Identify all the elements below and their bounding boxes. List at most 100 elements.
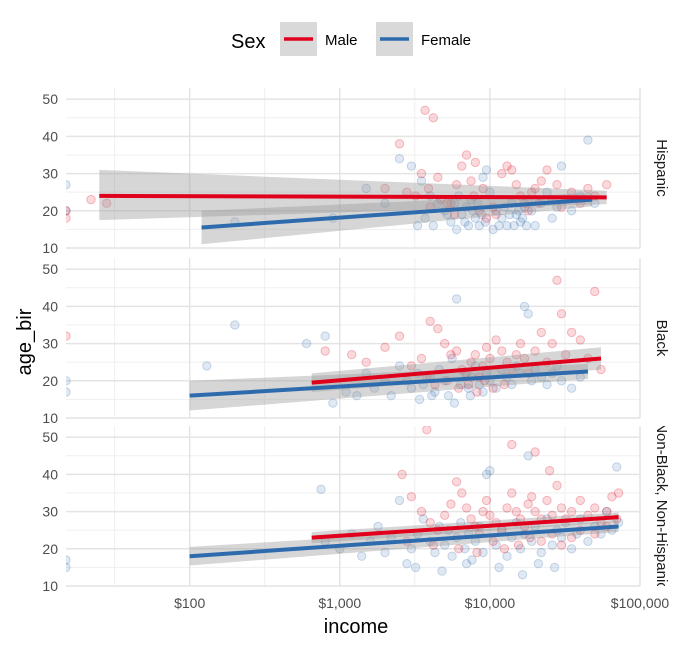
data-point-female [402,559,412,569]
data-point-male [552,275,562,285]
y-tick-label: 20 [42,373,58,389]
data-point-male [406,361,417,371]
data-point-female [430,387,440,397]
data-point-female [428,221,438,231]
data-point-female [556,532,567,543]
data-point-male [433,324,443,334]
data-point-female [566,544,577,554]
data-point-male [361,357,371,367]
data-point-male [442,198,452,209]
y-tick-label: 50 [42,429,58,445]
data-point-female [602,506,612,517]
data-point-female [357,551,367,561]
female-trend-line [189,369,589,398]
data-point-female [491,383,501,393]
data-point-female [66,562,71,573]
female-trend-line [189,524,619,559]
data-point-female [66,555,71,565]
data-point-male [542,495,552,506]
data-point-female [394,361,405,371]
data-point-female [494,562,504,573]
data-point-male [513,540,524,550]
data-point-female [491,540,501,550]
data-point-female [474,379,484,390]
data-point-male [454,383,464,393]
x-tick-label: $100,000 [611,595,670,611]
y-tick-label: 20 [42,203,58,219]
data-point-male [485,510,495,520]
data-point-female [447,353,457,364]
data-point-female [476,209,487,220]
facet-panel: 10 20 30 40 50 Hispanic [42,88,670,256]
data-point-female [427,391,437,401]
data-point-male [425,316,435,326]
data-point-male [507,165,517,175]
data-point-male [542,165,552,175]
data-point-male [613,488,624,498]
data-point-female [461,559,472,569]
data-point-female [515,544,526,554]
y-tick-label: 30 [42,166,58,182]
data-point-female [66,180,71,190]
data-point-female [202,361,212,371]
data-point-female [515,217,526,227]
data-point-male [515,338,526,349]
data-point-male [499,379,510,390]
data-point-female [549,562,560,573]
data-point-male [478,506,488,517]
data-point-female [511,209,521,220]
data-point-female [412,221,423,231]
data-point-male [566,532,577,543]
data-point-male [511,180,521,190]
data-point-male [470,157,480,168]
data-point-male [66,331,71,341]
data-point-female [519,301,530,312]
y-tick-label: 40 [42,466,58,482]
data-point-male [466,357,476,367]
data-point-female [380,547,390,558]
data-point-male [472,387,482,397]
data-point-female [583,536,593,546]
y-tick-label: 50 [42,91,58,107]
data-point-female [497,213,507,223]
data-point-male [466,514,476,524]
data-point-male [481,495,492,506]
facet-strip-label: Black [653,320,670,357]
panel-content [66,426,624,580]
y-tick-label: 30 [42,504,58,520]
data-point-male [86,194,96,205]
data-point-male [507,439,517,450]
data-point-female [301,338,312,349]
data-point-male [102,198,112,209]
x-tick-label: $100 [174,595,205,611]
data-point-male [536,327,546,338]
data-point-female [414,394,425,405]
data-point-male [422,426,432,435]
data-point-female [437,566,447,576]
data-point-female [556,161,567,171]
data-point-male [523,499,533,509]
male-trend-line [311,356,602,385]
data-point-female [460,544,470,554]
data-point-male [507,488,517,498]
y-tick-label: 20 [42,541,58,557]
data-point-female [451,294,462,304]
data-point-female [481,469,492,480]
data-point-female [430,547,440,558]
data-point-female [523,451,533,461]
data-point-male [406,492,417,502]
data-point-female [463,221,474,231]
y-axis-title: age_bir [14,308,36,375]
data-point-male [394,331,405,341]
data-point-female [481,165,492,175]
data-point-male [488,383,498,393]
data-point-male [519,353,530,364]
data-point-female [352,391,362,401]
data-point-male [566,327,577,338]
data-point-female [406,161,417,171]
data-point-female [521,221,532,231]
data-point-female [394,154,405,164]
data-point-male [423,183,434,194]
data-point-male [527,492,537,502]
